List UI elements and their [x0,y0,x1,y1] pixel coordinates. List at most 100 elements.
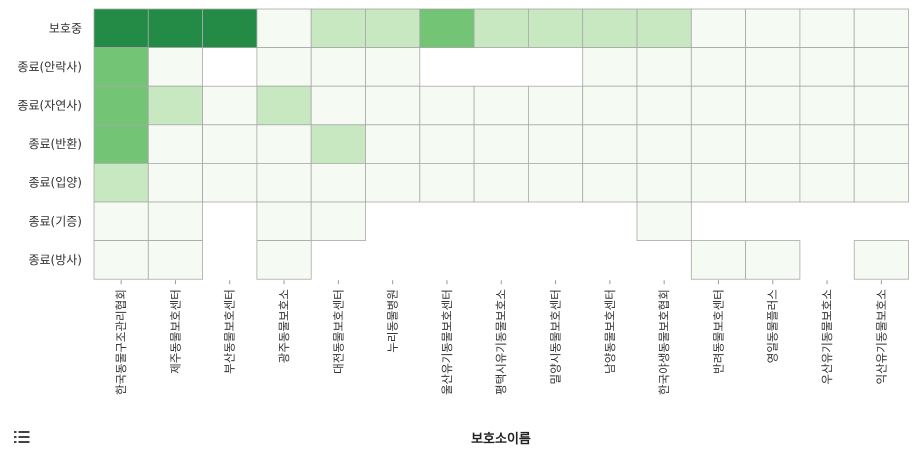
heatmap-cell [582,85,638,126]
heatmap-cell [799,85,855,126]
heatmap-cell [473,124,529,164]
heatmap-cell [365,124,421,164]
heatmap-cell [853,85,909,126]
heatmap-cell [256,8,312,48]
x-tick-label: 울산유기동물보호센터 [440,289,454,395]
heatmap-cell [93,47,149,87]
heatmap-cell [473,85,529,126]
heatmap-cell [636,124,692,164]
heatmap-cell [365,162,421,203]
heatmap-cell [147,162,204,203]
heatmap-cell [147,85,204,126]
heatmap-cell [147,47,204,87]
heatmap-cell [310,85,366,126]
heatmap-cell [636,8,692,48]
heatmap-cell [690,124,746,164]
heatmap-cell [310,47,366,87]
heatmap-cell [528,85,584,126]
heatmap-cell [256,124,312,164]
x-tick-label: 광주동물보호소 [277,289,291,363]
heatmap-cell [473,162,529,203]
heatmap-cell [365,47,421,87]
heatmap-cell [93,8,149,48]
heatmap-cell [365,85,421,126]
heatmap-cells [93,8,909,280]
heatmap-cell [636,85,692,126]
heatmap-cell [419,8,475,48]
heatmap-cell [745,85,801,126]
heatmap-cell [745,8,801,48]
x-tick-label: 한국야생동물보호협회 [657,289,671,395]
heatmap-cell [582,47,638,87]
x-tick-label: 누리동물병원 [386,289,400,352]
heatmap-cell [256,201,312,241]
x-tick-label: 영일동물플러스 [766,289,780,363]
heatmap-cell [473,8,529,48]
heatmap-cell [690,47,746,87]
x-tick-label: 평택시유기동물보호소 [494,289,508,395]
heatmap-cell [582,162,638,203]
heatmap-cell [256,162,312,203]
heatmap-cell [93,162,149,203]
x-tick-label: 밀양시동물보호센터 [549,289,563,384]
heatmap-cell [419,162,475,203]
heatmap-cell [636,201,692,241]
heatmap-cell [365,8,421,48]
heatmap-cell [745,240,801,280]
heatmap-cell [202,85,258,126]
x-tick-label: 부산동물보호센터 [223,289,237,374]
x-tick-label: 제주동물보호센터 [168,289,182,374]
x-axis-labels: 한국동물구조관리협회 제주동물보호센터 부산동물보호센터 광주동물보호소 대전동물보호센… [114,280,888,395]
heatmap-cell [690,240,746,280]
heatmap-cell [582,8,638,48]
heatmap-cell [93,240,149,280]
heatmap-cell [799,162,855,203]
heatmap-cell [202,124,258,164]
heatmap-cell [853,124,909,164]
heatmap-cell [93,85,149,126]
heatmap-cell [256,240,312,280]
heatmap-cell [93,124,149,164]
heatmap-cell [147,124,204,164]
heatmap-cell [853,240,909,280]
y-tick-label: 종료(입양) [28,176,82,190]
heatmap-cell [419,124,475,164]
heatmap-cell [528,124,584,164]
y-tick-label: 보호중 [49,21,82,35]
y-tick-label: 종료(자연사) [17,99,82,113]
heatmap-cell [147,8,204,48]
y-tick-label: 종료(반환) [28,137,82,151]
heatmap-cell [745,162,801,203]
x-tick-label: 우산유기동물보호소 [820,289,834,384]
heatmap-cell [853,47,909,87]
y-tick-label: 종료(기증) [28,214,82,228]
heatmap-cell [310,8,366,48]
y-tick-label: 종료(방사) [28,253,82,267]
heatmap-cell [419,85,475,126]
heatmap-cell [528,162,584,203]
y-tick-label: 종료(안락사) [17,60,82,74]
x-tick-label: 남양동물보호센터 [603,289,617,374]
x-axis-title: 보호소이름 [471,431,531,447]
heatmap-cell [310,124,366,164]
heatmap-cell [636,162,692,203]
heatmap-cell [745,124,801,164]
heatmap-cell [690,8,746,48]
heatmap-cell [799,47,855,87]
heatmap-cell [528,8,584,48]
heatmap-cell [202,162,258,203]
heatmap-cell [310,201,366,241]
list-icon[interactable] [14,429,32,443]
heatmap-cell [690,85,746,126]
heatmap-cell [853,162,909,203]
x-tick-label: 대전동물보호센터 [331,289,345,374]
heatmap-cell [147,201,204,241]
heatmap-cell [690,162,746,203]
heatmap-cell [147,240,204,280]
heatmap-cell [853,8,909,48]
heatmap-cell [256,85,312,126]
x-tick-label: 한국동물구조관리협회 [114,289,128,395]
heatmap-cell [799,8,855,48]
